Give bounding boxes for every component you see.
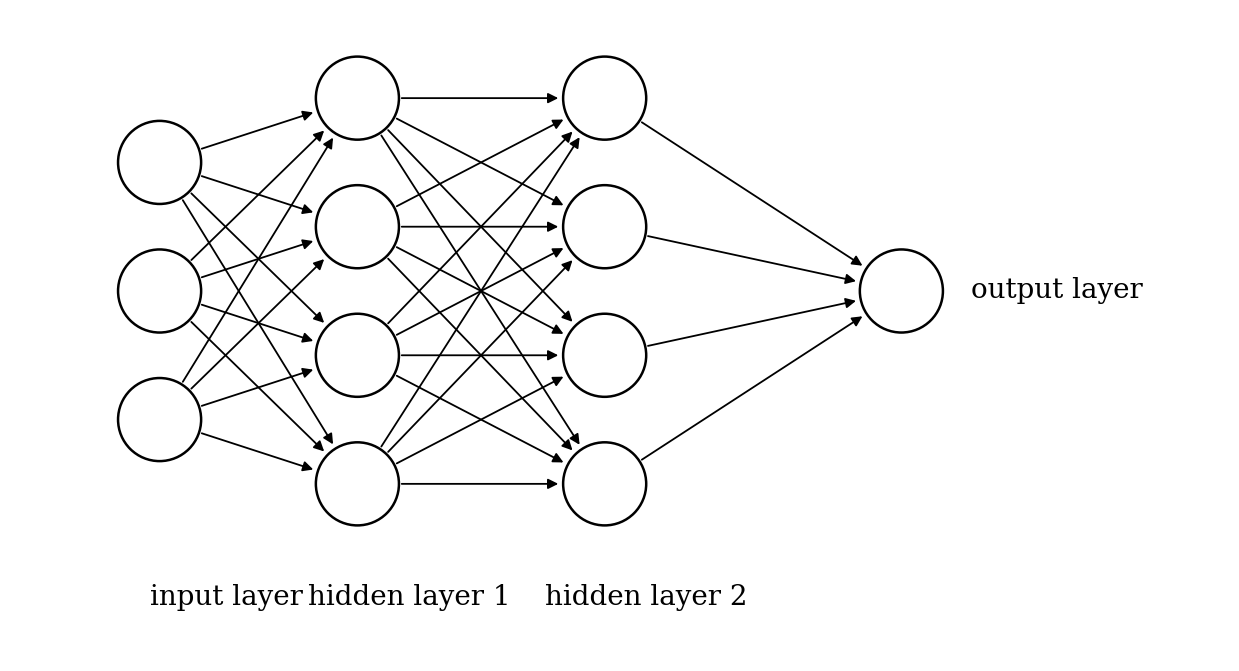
Circle shape (563, 185, 647, 268)
Circle shape (118, 121, 201, 204)
Circle shape (316, 185, 399, 268)
Circle shape (118, 378, 201, 461)
Circle shape (860, 250, 943, 333)
Circle shape (563, 442, 647, 525)
Circle shape (563, 56, 647, 140)
Text: output layer: output layer (970, 278, 1142, 305)
Circle shape (118, 250, 201, 333)
Text: hidden layer 2: hidden layer 2 (545, 584, 748, 611)
Circle shape (316, 314, 399, 397)
Text: input layer: input layer (150, 584, 302, 611)
Circle shape (316, 56, 399, 140)
Circle shape (316, 442, 399, 525)
Text: hidden layer 1: hidden layer 1 (309, 584, 510, 611)
Circle shape (563, 314, 647, 397)
